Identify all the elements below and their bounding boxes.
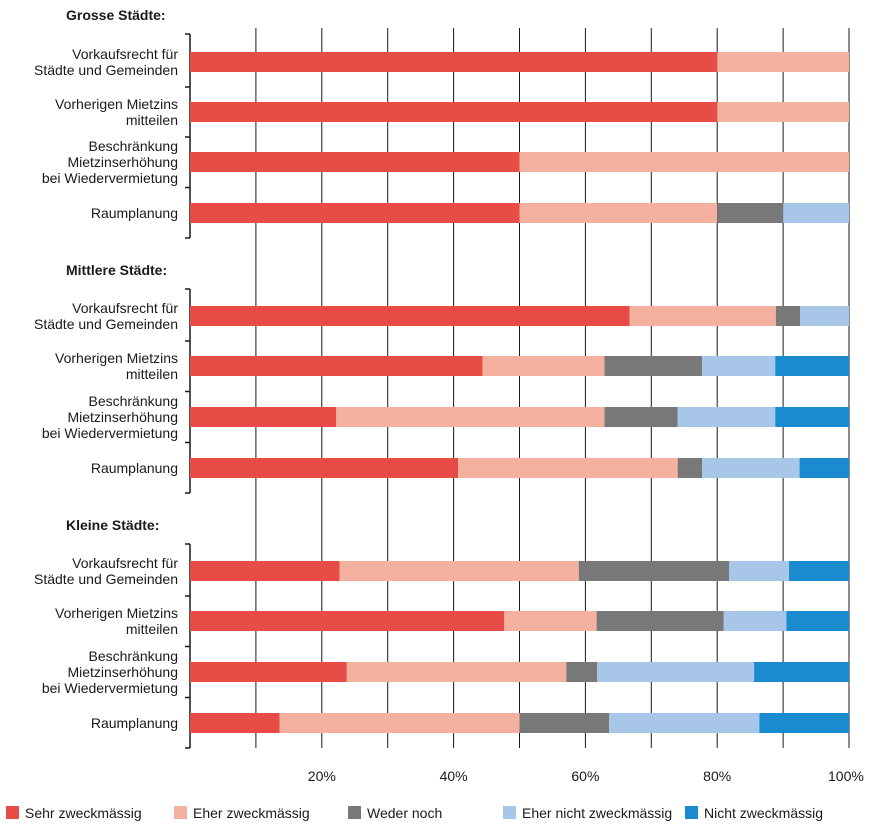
category-label: Vorkaufsrecht für (72, 300, 178, 316)
bar-segment (596, 611, 724, 631)
bar-segment (339, 561, 579, 581)
category-label: Raumplanung (91, 460, 178, 476)
bar-segment (702, 458, 800, 478)
bar-segment (346, 662, 567, 682)
bar-segment (190, 407, 337, 427)
category-label: Vorherigen Mietzins (55, 605, 178, 621)
bar-segment (190, 458, 459, 478)
bar-segment (799, 458, 849, 478)
bar-segment (629, 306, 776, 326)
legend-swatch (503, 806, 516, 819)
panel-title: Kleine Städte: (66, 517, 159, 533)
bar-segment (190, 611, 505, 631)
category-label: Mietzinserhöhung (67, 409, 178, 425)
category-label: bei Wiedervermietung (42, 170, 178, 186)
bar-segment (190, 306, 630, 326)
bar-segment (729, 561, 790, 581)
category-label: mitteilen (126, 621, 178, 637)
bar-segment (190, 356, 483, 376)
legend-label: Weder noch (367, 805, 442, 821)
category-label: mitteilen (126, 112, 178, 128)
bar-segment (702, 356, 776, 376)
category-label: mitteilen (126, 366, 178, 382)
legend-label: Eher zweckmässig (193, 805, 310, 821)
bar-segment (604, 407, 678, 427)
bar-segment (677, 458, 703, 478)
x-tick-label: 40% (440, 768, 468, 784)
legend-label: Nicht zweckmässig (704, 805, 823, 821)
bar-segment (482, 356, 605, 376)
bar-segment (677, 407, 776, 427)
category-label: Städte und Gemeinden (34, 571, 178, 587)
bar-segment (717, 102, 849, 122)
category-label: Beschränkung (88, 648, 178, 664)
legend-label: Eher nicht zweckmässig (522, 805, 672, 821)
bar-segment (786, 611, 849, 631)
bar-segment (717, 52, 849, 72)
x-tick-label: 80% (703, 768, 731, 784)
category-label: Mietzinserhöhung (67, 664, 178, 680)
category-label: Vorherigen Mietzins (55, 96, 178, 112)
category-label: Vorkaufsrecht für (72, 555, 178, 571)
bar-segment (717, 203, 784, 223)
bar-segment (519, 713, 610, 733)
legend-swatch (174, 806, 187, 819)
legend-swatch (6, 806, 19, 819)
category-label: Städte und Gemeinden (34, 316, 178, 332)
bar-segment (566, 662, 598, 682)
bar-segment (723, 611, 787, 631)
bar-segment (519, 203, 718, 223)
category-label: Beschränkung (88, 138, 178, 154)
bar-segment (190, 52, 718, 72)
bar-segment (519, 152, 849, 172)
bar-segment (775, 407, 849, 427)
bar-segment (609, 713, 760, 733)
category-label: Vorkaufsrecht für (72, 46, 178, 62)
bar-segment (190, 203, 520, 223)
bar-segment (604, 356, 703, 376)
category-label: bei Wiedervermietung (42, 680, 178, 696)
x-tick-label: 100% (828, 768, 864, 784)
bar-segment (775, 356, 849, 376)
category-label: Mietzinserhöhung (67, 154, 178, 170)
bar-segment (190, 662, 347, 682)
bar-segment (336, 407, 605, 427)
bar-segment (458, 458, 678, 478)
category-label: Städte und Gemeinden (34, 62, 178, 78)
legend-label: Sehr zweckmässig (25, 805, 142, 821)
bar-segment (190, 713, 280, 733)
bar-segment (504, 611, 597, 631)
legend-swatch (348, 806, 361, 819)
category-label: Raumplanung (91, 715, 178, 731)
bar-segment (759, 713, 849, 733)
bar-segment (279, 713, 520, 733)
bar-segment (800, 306, 849, 326)
category-label: bei Wiedervermietung (42, 425, 178, 441)
x-tick-label: 20% (308, 768, 336, 784)
category-label: Raumplanung (91, 205, 178, 221)
panel-title: Mittlere Städte: (66, 262, 167, 278)
bar-segment (783, 203, 849, 223)
bar-segment (597, 662, 755, 682)
bar-segment (754, 662, 849, 682)
category-label: Vorherigen Mietzins (55, 350, 178, 366)
bar-segment (190, 561, 340, 581)
bar-segment (789, 561, 849, 581)
legend-swatch (685, 806, 698, 819)
panel-title: Grosse Städte: (66, 7, 166, 23)
x-tick-label: 60% (571, 768, 599, 784)
bar-segment (190, 152, 520, 172)
bar-segment (190, 102, 718, 122)
bar-segment (578, 561, 730, 581)
category-label: Beschränkung (88, 393, 178, 409)
bar-segment (775, 306, 801, 326)
